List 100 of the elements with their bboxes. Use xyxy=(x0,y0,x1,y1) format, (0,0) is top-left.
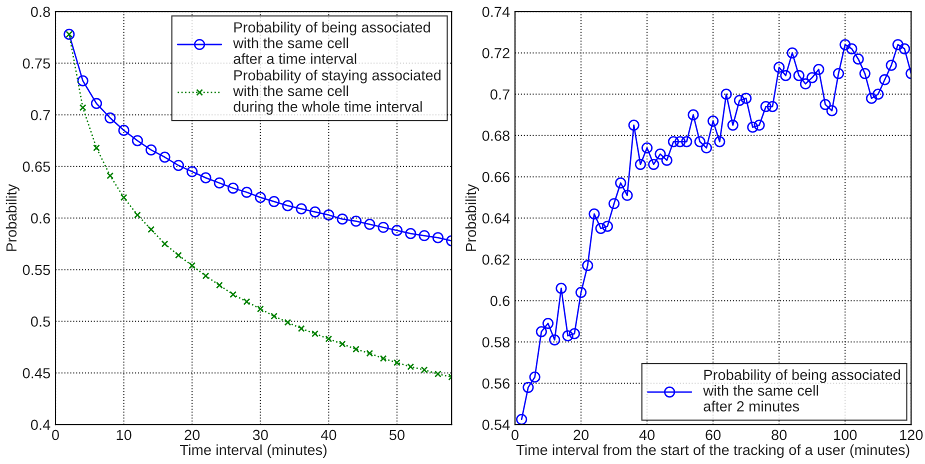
x-tick-label: 20 xyxy=(184,430,200,440)
point xyxy=(846,43,858,54)
point xyxy=(407,363,414,370)
x-tick-label: 40 xyxy=(320,430,336,440)
y-tick-label: 0.55 xyxy=(22,264,50,276)
point xyxy=(336,214,348,225)
point xyxy=(434,370,442,378)
point xyxy=(536,326,547,338)
x-tick-label: 0 xyxy=(52,430,59,440)
point xyxy=(694,136,706,148)
point xyxy=(806,72,818,84)
y-tick-label: 0.7 xyxy=(30,110,50,120)
point xyxy=(420,366,428,374)
y-tick-label: 0.6 xyxy=(30,213,50,224)
point xyxy=(780,70,792,82)
point xyxy=(366,350,374,357)
point xyxy=(405,228,416,240)
point xyxy=(254,192,266,203)
x-axis-title: Time interval from the start of the tracking of a user (minutes) xyxy=(516,444,910,458)
point xyxy=(602,220,613,232)
point xyxy=(364,218,376,230)
point xyxy=(228,182,239,194)
point xyxy=(378,222,389,233)
point xyxy=(188,262,196,270)
point xyxy=(708,115,719,127)
point xyxy=(740,92,752,104)
point xyxy=(529,372,540,383)
point xyxy=(549,334,560,346)
point xyxy=(681,136,692,148)
y-tick-label: 0.8 xyxy=(30,6,50,18)
point xyxy=(542,318,554,329)
point xyxy=(556,282,567,294)
point xyxy=(522,382,534,393)
point xyxy=(668,136,680,148)
point xyxy=(879,74,890,86)
point xyxy=(282,200,294,212)
point xyxy=(568,328,580,340)
x-tick-label: 100 xyxy=(834,430,857,440)
x-tick-label: 30 xyxy=(252,430,268,440)
point xyxy=(256,305,264,312)
point xyxy=(720,88,732,100)
y-tick-label: 0.4 xyxy=(30,420,50,430)
legend-label: Probability of being associated with the same cell after 2 minutes xyxy=(703,369,900,412)
point xyxy=(230,291,237,298)
point xyxy=(859,68,870,80)
point xyxy=(674,136,686,148)
point xyxy=(648,158,660,170)
point xyxy=(562,330,574,342)
y-axis-title: Probability xyxy=(465,184,479,251)
x-tick-label: 0 xyxy=(512,430,518,440)
y-tick-label: 0.66 xyxy=(482,172,510,182)
point xyxy=(104,112,116,124)
point xyxy=(832,68,844,80)
x-tick-label: 60 xyxy=(706,430,721,440)
point xyxy=(754,120,765,131)
point xyxy=(700,142,712,154)
point xyxy=(352,346,360,353)
point xyxy=(202,272,210,280)
point xyxy=(872,88,884,100)
point xyxy=(350,216,362,227)
point xyxy=(516,414,528,425)
point xyxy=(622,190,633,201)
point xyxy=(826,105,838,116)
point xyxy=(214,177,225,189)
point xyxy=(338,340,346,348)
point xyxy=(159,152,170,163)
point xyxy=(298,325,305,332)
point xyxy=(840,39,851,50)
y-tick-label: 0.72 xyxy=(482,48,510,58)
y-tick-label: 0.74 xyxy=(482,6,510,18)
point xyxy=(325,335,332,342)
point xyxy=(654,148,666,160)
point xyxy=(866,92,878,104)
point xyxy=(323,209,334,221)
point xyxy=(90,98,102,110)
point xyxy=(820,98,831,110)
y-tick-label: 0.58 xyxy=(482,337,510,348)
point xyxy=(380,355,387,362)
point xyxy=(800,78,812,90)
x-axis-title: Time interval (minutes) xyxy=(180,444,327,458)
y-tick-label: 0.65 xyxy=(22,162,50,172)
point xyxy=(79,104,86,112)
point xyxy=(734,94,746,106)
point xyxy=(186,166,198,178)
point xyxy=(161,240,168,248)
point xyxy=(309,206,321,218)
point xyxy=(774,62,785,73)
point xyxy=(134,212,141,218)
point xyxy=(284,318,292,326)
point xyxy=(418,230,430,242)
point xyxy=(432,232,444,244)
x-tick-label: 80 xyxy=(772,430,787,440)
point xyxy=(714,136,726,148)
x-tick-label: 10 xyxy=(116,430,132,440)
point xyxy=(727,120,738,131)
x-tick-label: 40 xyxy=(639,430,655,440)
y-tick-label: 0.62 xyxy=(482,254,510,265)
point xyxy=(216,282,223,289)
y-tick-label: 0.75 xyxy=(22,58,50,69)
point xyxy=(241,186,252,198)
